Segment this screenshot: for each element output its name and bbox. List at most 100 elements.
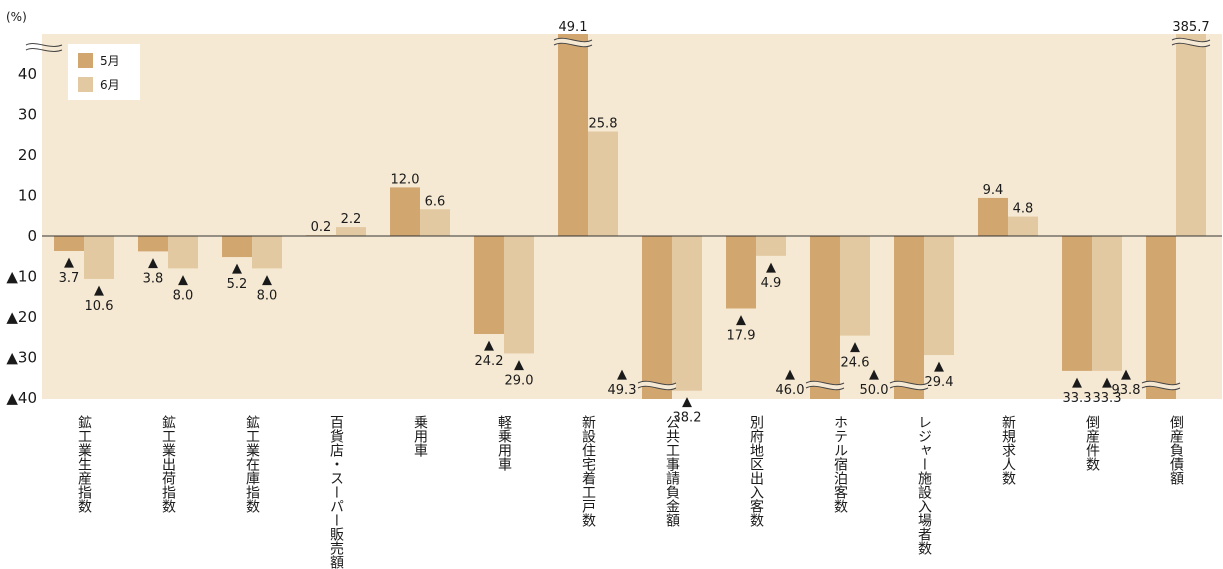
value-label: 50.0 <box>860 383 889 398</box>
category-label: 新規求人数 <box>1000 415 1016 485</box>
y-tick-label: 30 <box>18 106 37 124</box>
bar-june <box>1008 217 1038 236</box>
negative-marker: ▲ <box>1072 375 1082 390</box>
category-label: 倒産件数 <box>1084 415 1100 471</box>
bar-june <box>336 227 366 236</box>
bar-may <box>54 236 84 251</box>
category-label: 公共工事請負金額 <box>664 415 680 527</box>
negative-marker: ▲ <box>232 261 242 276</box>
category-label: 軽乗用車 <box>496 415 512 471</box>
bar-june <box>504 236 534 353</box>
negative-marker: ▲ <box>617 367 627 382</box>
value-label: 3.7 <box>59 271 80 286</box>
y-tick-label: ▲30 <box>6 349 37 367</box>
negative-marker: ▲ <box>682 395 692 410</box>
negative-marker: ▲ <box>785 367 795 382</box>
negative-marker: ▲ <box>94 283 104 298</box>
bar-june <box>420 209 450 236</box>
negative-marker: ▲ <box>850 340 860 355</box>
bar-june <box>672 236 702 391</box>
value-label: 6.6 <box>425 194 446 209</box>
y-tick-label: 10 <box>18 187 37 205</box>
y-tick-label: ▲20 <box>6 308 37 326</box>
value-label: 2.2 <box>341 212 362 227</box>
category-label: 新設住宅着工戸数 <box>580 415 596 527</box>
value-label: 8.0 <box>173 288 194 303</box>
value-label: 49.3 <box>608 383 637 398</box>
bar-may <box>474 236 504 334</box>
negative-marker: ▲ <box>934 359 944 374</box>
value-label: 17.9 <box>727 328 756 343</box>
y-tick-label: ▲40 <box>6 389 37 407</box>
bar-june <box>1176 34 1206 236</box>
value-label: 0.2 <box>311 220 332 235</box>
negative-marker: ▲ <box>1102 375 1112 390</box>
bar-may <box>138 236 168 251</box>
bar-june <box>168 236 198 268</box>
value-label: 46.0 <box>776 383 805 398</box>
bar-may <box>222 236 252 257</box>
bar-june <box>588 132 618 236</box>
y-tick-label: ▲10 <box>6 268 37 286</box>
negative-marker: ▲ <box>484 338 494 353</box>
bar-june <box>84 236 114 279</box>
negative-marker: ▲ <box>262 272 272 287</box>
category-label: 鉱工業生産指数 <box>76 414 92 513</box>
negative-marker: ▲ <box>514 357 524 372</box>
y-tick-label: 40 <box>18 65 37 83</box>
value-label: 29.0 <box>505 373 534 388</box>
negative-marker: ▲ <box>869 367 879 382</box>
negative-marker: ▲ <box>766 260 776 275</box>
legend: 5月 6月 <box>68 44 140 100</box>
y-tick-label: 0 <box>27 227 37 245</box>
value-label: 10.6 <box>85 299 114 314</box>
bar-may <box>894 236 924 399</box>
negative-marker: ▲ <box>148 255 158 270</box>
bar-may <box>1146 236 1176 399</box>
legend-swatch-june <box>78 77 93 92</box>
legend-swatch-may <box>78 53 93 68</box>
value-label: 4.9 <box>761 276 782 291</box>
value-label: 3.8 <box>143 271 164 286</box>
value-label: 49.1 <box>559 20 588 35</box>
value-label: 4.8 <box>1013 202 1034 217</box>
value-label: 385.7 <box>1172 20 1209 35</box>
value-label: 5.2 <box>227 277 248 292</box>
legend-label-june: 6月 <box>100 78 120 92</box>
value-label: 25.8 <box>589 117 618 132</box>
negative-marker: ▲ <box>64 255 74 270</box>
category-label: レジャー施設入場者数 <box>916 415 932 555</box>
negative-marker: ▲ <box>1121 367 1131 382</box>
category-label: 百貨店・スーパー販売額 <box>328 415 344 569</box>
value-label: 9.4 <box>983 183 1004 198</box>
bar-june <box>756 236 786 256</box>
value-label: 24.6 <box>841 356 870 371</box>
bar-may <box>390 187 420 236</box>
category-label: 倒産負債額 <box>1168 415 1184 485</box>
bar-may <box>978 198 1008 236</box>
negative-marker: ▲ <box>178 272 188 287</box>
y-unit-label: (%) <box>6 10 27 24</box>
bar-may <box>642 236 672 399</box>
plot-background <box>42 34 1222 399</box>
y-tick-label: 20 <box>18 146 37 164</box>
bar-june <box>924 236 954 355</box>
bar-may <box>810 236 840 399</box>
value-label: 24.2 <box>475 354 504 369</box>
bar-may <box>1062 236 1092 371</box>
bar-may <box>558 34 588 236</box>
legend-label-may: 5月 <box>100 54 120 68</box>
bar-may <box>726 236 756 308</box>
value-label: 29.4 <box>925 375 954 390</box>
value-label: 93.8 <box>1112 383 1141 398</box>
value-label: 12.0 <box>391 172 420 187</box>
bar-june <box>252 236 282 268</box>
bar-june <box>1092 236 1122 371</box>
category-label: 別府地区出入客数 <box>748 415 764 527</box>
value-label: 8.0 <box>257 288 278 303</box>
category-label: 鉱工業在庫指数 <box>244 414 260 513</box>
negative-marker: ▲ <box>736 312 746 327</box>
value-label: 33.3 <box>1063 391 1092 406</box>
category-label: 鉱工業出荷指数 <box>160 414 176 513</box>
